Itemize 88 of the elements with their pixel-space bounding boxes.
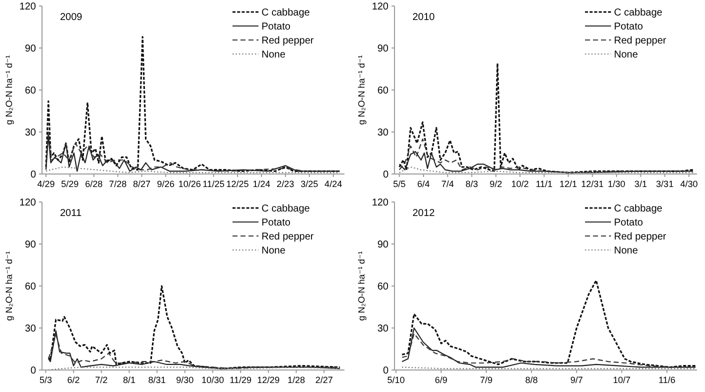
y-tick-label: 60 (377, 282, 389, 292)
y-tick-label: 30 (377, 324, 389, 334)
legend-label: Red pepper (262, 232, 314, 242)
x-tick-label: 12/25 (226, 179, 249, 189)
y-tick-label: 60 (24, 86, 36, 96)
y-axis-title: g N₂O-N ha⁻¹ d⁻¹ (356, 251, 366, 321)
x-tick-label: 10/26 (178, 179, 201, 189)
x-tick-label: 4/29 (37, 179, 55, 189)
y-tick-label: 120 (372, 2, 389, 12)
x-tick-label: 9/2 (490, 179, 502, 189)
x-tick-label: 8/31 (148, 375, 166, 385)
x-tick-label: 12/29 (257, 375, 280, 385)
text: 2012 (412, 208, 436, 219)
y-tick-label: 0 (382, 170, 389, 180)
x-tick-label: 9/26 (156, 179, 174, 189)
x-tick-label: 4/30 (680, 179, 698, 189)
x-tick-label: 3/25 (300, 179, 318, 189)
legend-label: Potato (614, 218, 644, 228)
legend-label: None (262, 246, 286, 256)
legend-label: None (614, 50, 638, 60)
y-tick-label: 0 (30, 366, 36, 376)
y-tick-label: 90 (377, 44, 389, 54)
x-tick-label: 11/1 (536, 179, 553, 189)
x-tick-label: 2/27 (315, 375, 333, 385)
y-tick-label: 90 (24, 44, 36, 54)
text: 2009 (60, 12, 83, 23)
x-tick-label: 1/24 (252, 179, 270, 189)
legend-label: Potato (262, 218, 291, 228)
x-tick-label: 11/25 (202, 179, 225, 189)
legend-label: Potato (262, 22, 291, 32)
x-tick-label: 8/3 (465, 179, 478, 189)
legend-label: Red pepper (614, 36, 667, 46)
legend-label: C cabbage (262, 204, 310, 214)
text: 2010 (412, 12, 436, 23)
x-tick-label: 10/30 (201, 375, 224, 385)
x-tick-label: 12/1 (560, 179, 578, 189)
x-tick-label: 5/5 (393, 179, 406, 189)
x-tick-label: 1/30 (608, 179, 626, 189)
legend-label: C cabbage (262, 8, 310, 18)
y-tick-label: 30 (377, 128, 389, 138)
y-tick-label: 90 (24, 240, 36, 250)
y-tick-label: 0 (30, 170, 36, 180)
y-tick-label: 120 (19, 2, 36, 12)
legend-label: None (262, 50, 286, 60)
text: 2011 (60, 208, 82, 219)
y-axis-title: g N₂O-N ha⁻¹ d⁻¹ (356, 55, 366, 125)
legend-label: Red pepper (614, 232, 667, 242)
x-tick-label: 5/29 (61, 179, 79, 189)
y-tick-label: 60 (377, 86, 389, 96)
x-tick-label: 2/23 (276, 179, 294, 189)
x-tick-label: 6/28 (85, 179, 103, 189)
legend-label: C cabbage (614, 8, 663, 18)
x-tick-label: 6/4 (417, 179, 430, 189)
x-tick-label: 5/10 (387, 375, 405, 385)
x-tick-label: 9/7 (570, 375, 583, 385)
x-tick-label: 6/2 (67, 375, 80, 385)
legend-label: Potato (614, 22, 644, 32)
legend-label: Red pepper (262, 36, 314, 46)
y-tick-label: 0 (382, 366, 389, 376)
x-tick-label: 3/31 (656, 179, 674, 189)
y-tick-label: 120 (372, 198, 389, 208)
x-tick-label: 10/7 (612, 375, 631, 385)
y-tick-label: 30 (24, 324, 36, 334)
y-tick-label: 60 (24, 282, 36, 292)
x-tick-label: 12/31 (581, 179, 604, 189)
x-tick-label: 8/27 (133, 179, 151, 189)
y-axis-title: g N₂O-N ha⁻¹ d⁻¹ (4, 251, 14, 321)
legend-label: None (614, 246, 638, 256)
x-tick-label: 11/29 (230, 375, 252, 385)
x-tick-label: 5/3 (39, 375, 52, 385)
x-tick-label: 7/28 (109, 179, 127, 189)
x-tick-label: 6/9 (434, 375, 448, 385)
x-tick-label: 7/4 (441, 179, 454, 189)
x-tick-label: 1/28 (287, 375, 306, 385)
x-tick-label: 11/6 (658, 375, 676, 385)
x-tick-label: 9/30 (176, 375, 194, 385)
x-tick-label: 3/1 (634, 179, 647, 189)
x-tick-label: 8/8 (525, 375, 538, 385)
y-tick-label: 30 (24, 128, 36, 138)
x-tick-label: 10/2 (511, 179, 529, 189)
y-tick-label: 90 (377, 240, 389, 250)
y-axis-title: g N₂O-N ha⁻¹ d⁻¹ (4, 55, 14, 125)
x-tick-label: 4/24 (324, 179, 342, 189)
x-tick-label: 7/2 (95, 375, 108, 385)
x-tick-label: 8/1 (122, 375, 136, 385)
legend-label: C cabbage (614, 204, 663, 214)
y-tick-label: 120 (19, 198, 36, 208)
x-tick-label: 7/9 (480, 375, 493, 385)
